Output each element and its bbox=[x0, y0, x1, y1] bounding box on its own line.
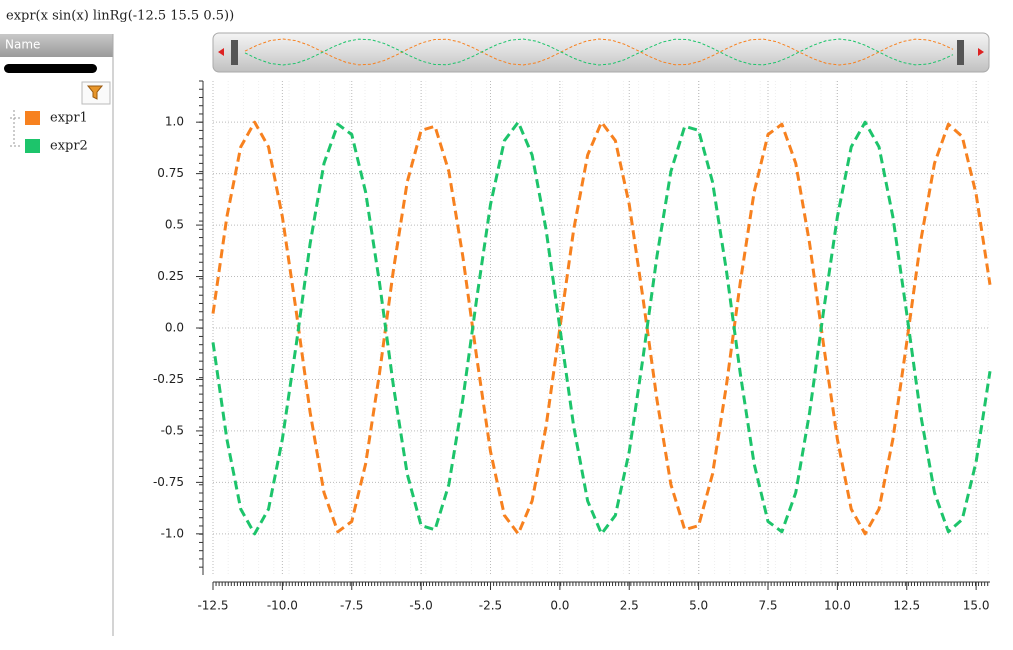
x-tick-label: 7.5 bbox=[758, 599, 777, 613]
x-tick-label: -5.0 bbox=[409, 599, 432, 613]
y-tick-label: 0.5 bbox=[165, 218, 184, 232]
x-tick-label: -2.5 bbox=[479, 599, 502, 613]
y-tick-label: -0.5 bbox=[161, 423, 184, 437]
overview-line bbox=[244, 38, 954, 66]
y-tick-label: 0.0 bbox=[165, 321, 184, 335]
x-tick-label: -10.0 bbox=[267, 599, 298, 613]
x-tick-label: -7.5 bbox=[340, 599, 363, 613]
overview-line bbox=[244, 38, 954, 66]
series-line bbox=[211, 120, 992, 536]
window-title: expr(x sin(x) linRg(-12.5 15.5 0.5)) bbox=[6, 9, 234, 24]
legend-label[interactable]: expr1 bbox=[50, 111, 88, 126]
slider-right-arrow[interactable] bbox=[978, 48, 984, 56]
slider-left-arrow[interactable] bbox=[218, 48, 224, 56]
x-tick-label: 12.5 bbox=[893, 599, 920, 613]
slider-right-handle[interactable] bbox=[957, 40, 964, 65]
legend-label[interactable]: expr2 bbox=[50, 139, 88, 154]
x-tick-label: 2.5 bbox=[620, 599, 639, 613]
y-tick-label: -0.25 bbox=[153, 372, 184, 386]
overview-slider[interactable] bbox=[212, 32, 990, 73]
filter-icon bbox=[86, 85, 104, 100]
legend-swatch bbox=[25, 139, 40, 153]
y-tick-label: 1.0 bbox=[165, 115, 184, 129]
x-tick-label: 15.0 bbox=[963, 599, 990, 613]
x-tick-label: -12.5 bbox=[197, 599, 228, 613]
search-field[interactable] bbox=[4, 64, 97, 73]
panel-header-text: Name bbox=[5, 38, 40, 52]
y-tick-label: 0.75 bbox=[157, 166, 184, 180]
panel-header bbox=[0, 34, 113, 57]
tree-lines bbox=[10, 110, 22, 147]
y-tick-label: 0.25 bbox=[157, 269, 184, 283]
slider-left-handle[interactable] bbox=[231, 40, 238, 65]
series-line bbox=[211, 120, 992, 536]
x-tick-label: 0.0 bbox=[550, 599, 569, 613]
y-tick-label: -0.75 bbox=[153, 475, 184, 489]
x-tick-label: 10.0 bbox=[824, 599, 851, 613]
x-tick-label: 5.0 bbox=[689, 599, 708, 613]
legend-swatch bbox=[25, 111, 40, 125]
y-tick-label: -1.0 bbox=[161, 526, 184, 540]
